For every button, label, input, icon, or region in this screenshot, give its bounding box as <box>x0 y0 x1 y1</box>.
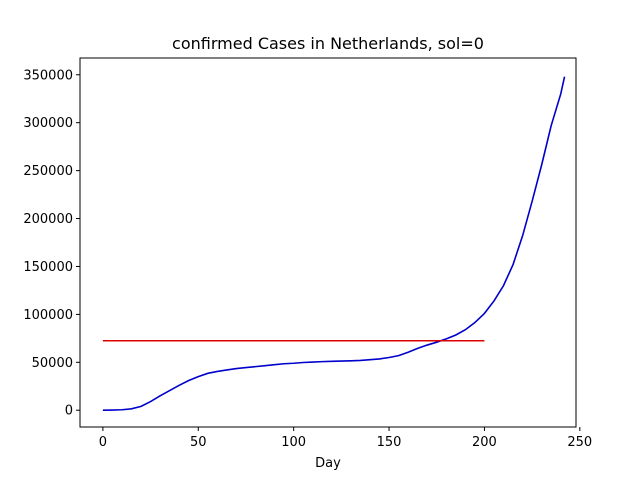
x-tick-label: 50 <box>190 435 207 450</box>
y-tick-label: 100000 <box>23 308 73 323</box>
x-tick-label: 250 <box>567 435 592 450</box>
y-tick-label: 250000 <box>23 164 73 179</box>
y-tick-label: 0 <box>65 404 73 419</box>
axes-frame <box>79 57 577 428</box>
x-axis-label: Day <box>315 456 341 471</box>
x-tick-label: 150 <box>377 435 402 450</box>
axis-ticks: 0 50 100 150 200 250 0 50000 100000 150000 200000 2… <box>23 68 592 450</box>
x-tick-label: 0 <box>99 435 107 450</box>
x-tick-label: 200 <box>472 435 497 450</box>
y-tick-label: 300000 <box>23 116 73 131</box>
y-tick-label: 150000 <box>23 260 73 275</box>
y-tick-label: 350000 <box>23 68 73 83</box>
x-tick-label: 100 <box>281 435 306 450</box>
plot-area <box>102 76 566 412</box>
chart-title: confirmed Cases in Netherlands, sol=0 <box>172 34 484 53</box>
y-tick-label: 200000 <box>23 212 73 227</box>
y-tick-label: 50000 <box>32 356 73 371</box>
series-line-1 <box>102 76 566 412</box>
